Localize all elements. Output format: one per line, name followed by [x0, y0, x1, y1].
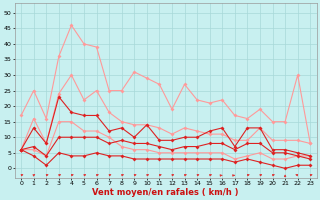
X-axis label: Vent moyen/en rafales ( km/h ): Vent moyen/en rafales ( km/h )	[92, 188, 239, 197]
